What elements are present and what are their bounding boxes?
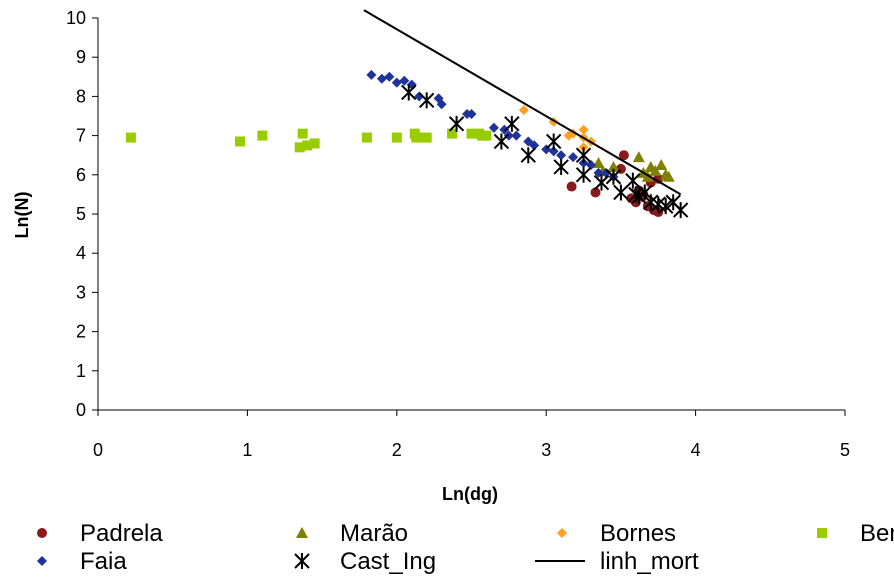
point-bemposta <box>361 132 372 143</box>
point-faia <box>503 130 514 141</box>
legend-swatch-bornes <box>557 528 567 538</box>
y-tick-label: 8 <box>76 86 86 106</box>
point-cast-ing <box>448 115 465 132</box>
point-cast-ing <box>605 168 622 185</box>
x-tick-label: 3 <box>541 440 551 460</box>
point-faia <box>384 71 395 82</box>
point-padrela <box>590 187 601 198</box>
y-tick-label: 4 <box>76 243 86 263</box>
x-tick-label: 1 <box>242 440 252 460</box>
point-cast-ing <box>637 184 653 201</box>
point-bemposta <box>411 132 422 143</box>
point-cast-ing <box>658 198 674 215</box>
point-cast-ing <box>493 133 510 150</box>
point-faia <box>499 124 510 135</box>
x-tick-label: 2 <box>392 440 402 460</box>
y-tick-label: 5 <box>76 204 86 224</box>
point-faia <box>376 73 387 84</box>
point-bemposta <box>257 130 268 141</box>
point-cast-ing <box>672 202 689 219</box>
point-padrela <box>618 150 629 161</box>
point-mar-o <box>662 170 675 182</box>
point-bemposta <box>125 132 136 143</box>
point-bemposta <box>481 130 492 141</box>
point-faia <box>399 75 410 86</box>
point-bemposta <box>421 132 432 143</box>
point-bemposta <box>294 142 305 153</box>
legend-label-padrela: Padrela <box>80 520 163 547</box>
y-tick-label: 10 <box>66 8 86 28</box>
legend-swatch-faia <box>37 556 47 566</box>
point-bemposta <box>302 140 313 151</box>
legend-label-faia: Faia <box>80 548 127 575</box>
point-bemposta <box>234 136 245 147</box>
point-bornes <box>578 124 589 135</box>
series-line-linh-mort <box>363 9 682 196</box>
x-tick-label: 0 <box>93 440 103 460</box>
x-axis-title: Ln(dg) <box>442 484 498 504</box>
point-cast-ing <box>553 158 569 175</box>
point-faia <box>529 140 540 151</box>
axes: 0 1 2 3 4 5 0 1 2 3 4 5 6 7 8 9 10 <box>66 8 850 460</box>
legend-label-mar-o: Marão <box>340 520 408 547</box>
point-faia <box>414 91 425 102</box>
point-faia <box>366 69 377 80</box>
point-mar-o <box>655 159 668 170</box>
y-tick-label: 6 <box>76 165 86 185</box>
y-tick-label: 0 <box>76 400 86 420</box>
y-tick-label: 3 <box>76 282 86 302</box>
legend-label-cast-ing: Cast_Ing <box>340 548 436 575</box>
point-cast-ing <box>504 115 520 132</box>
point-cast-ing <box>575 147 592 164</box>
point-padrela <box>653 173 664 184</box>
point-mar-o <box>649 164 662 176</box>
point-faia <box>436 99 447 110</box>
y-tick-label: 2 <box>76 322 86 342</box>
point-faia <box>391 77 402 88</box>
point-bemposta <box>297 128 308 139</box>
y-tick-label: 1 <box>76 361 86 381</box>
point-cast-ing <box>575 166 592 183</box>
point-bemposta <box>391 132 402 143</box>
legend-swatch-cast-ing <box>294 553 310 569</box>
x-tick-label: 4 <box>691 440 701 460</box>
plot-area <box>125 9 689 219</box>
point-cast-ing <box>593 174 610 191</box>
point-cast-ing <box>613 184 629 201</box>
point-padrela <box>566 181 577 192</box>
point-faia <box>586 160 597 170</box>
legend: Padrela Marão Bornes Bemposta Faia Cast_Ing li… <box>37 520 894 575</box>
point-faia <box>568 152 579 163</box>
point-bornes <box>518 105 529 116</box>
point-faia <box>556 150 567 161</box>
point-mar-o <box>607 160 620 172</box>
y-tick-label: 7 <box>76 126 86 146</box>
legend-swatch-mar-o <box>296 527 308 538</box>
x-tick-label: 5 <box>840 440 850 460</box>
y-tick-label: 9 <box>76 47 86 67</box>
legend-label-linh-mort: linh_mort <box>600 548 699 575</box>
point-mar-o <box>632 151 645 163</box>
point-faia <box>511 130 522 141</box>
legend-label-bornes: Bornes <box>600 520 676 547</box>
point-bemposta <box>466 128 477 139</box>
point-cast-ing <box>401 84 417 101</box>
point-faia <box>466 109 477 120</box>
y-axis-title: Ln(N) <box>12 192 32 239</box>
point-cast-ing <box>625 172 641 189</box>
legend-swatch-padrela <box>37 528 47 538</box>
legend-label-bemposta: Bemposta <box>860 520 894 547</box>
point-cast-ing <box>418 92 435 109</box>
legend-swatch-bemposta <box>817 528 827 538</box>
point-bemposta <box>447 128 458 139</box>
point-faia <box>548 146 559 157</box>
point-faia <box>488 122 499 133</box>
point-cast-ing <box>520 147 536 164</box>
point-faia <box>600 167 611 178</box>
point-bemposta <box>309 138 320 149</box>
point-cast-ing <box>545 133 562 150</box>
